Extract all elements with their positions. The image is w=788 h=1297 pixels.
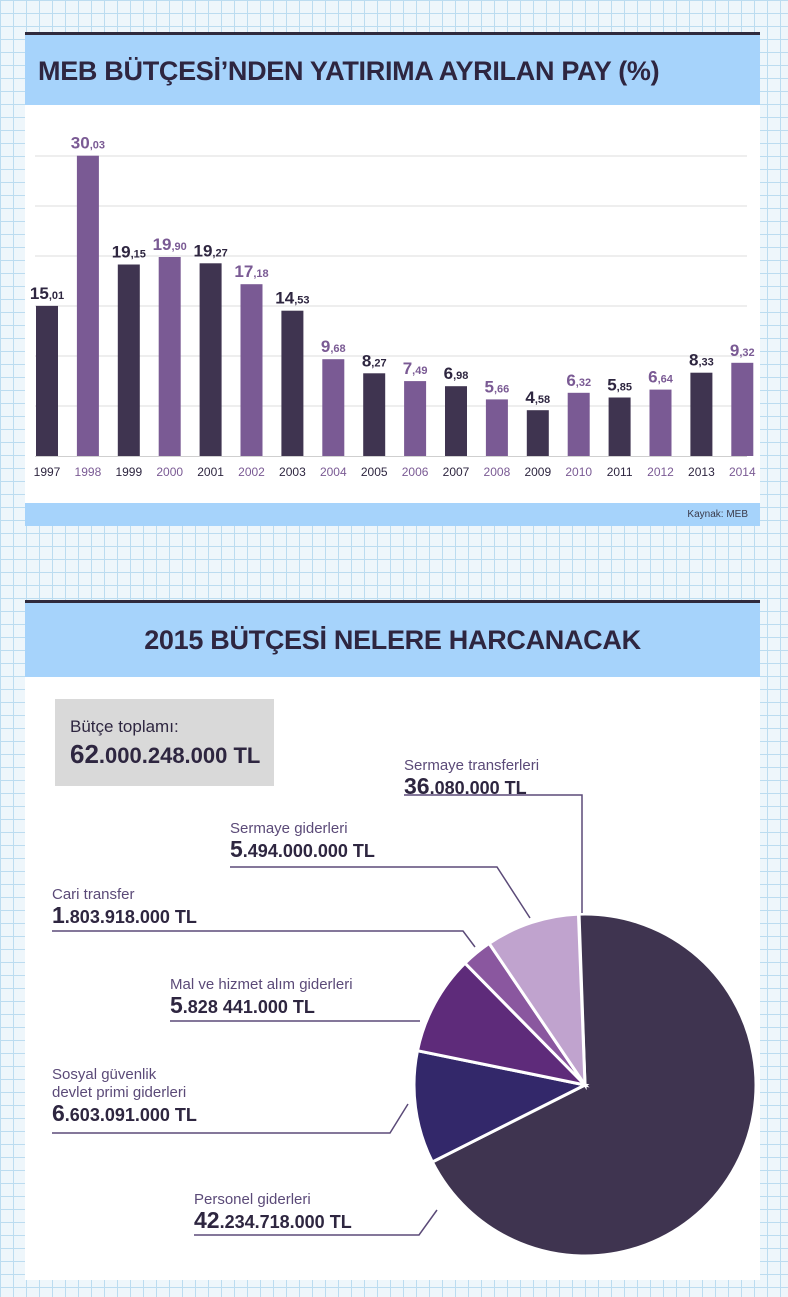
bar-2006 — [404, 381, 427, 456]
bar-1998 — [76, 155, 99, 456]
pie-leader-line — [52, 1103, 409, 1134]
year-tick-label: 2009 — [524, 465, 551, 479]
pie-chart — [52, 794, 758, 1258]
pie-label-value: 5.494.000.000 TL — [230, 836, 375, 862]
bar-value-label: 19,90 — [153, 235, 187, 254]
bar-value-label: 6,32 — [566, 371, 591, 390]
bar-2014 — [731, 362, 754, 456]
pie-label-2: Mal ve hizmet alım giderleri 5.828 441.00… — [170, 976, 353, 1018]
year-tick-label: 1998 — [75, 465, 102, 479]
year-tick-label: 2000 — [156, 465, 183, 479]
pie-label-value: 6.603.091.000 TL — [52, 1100, 197, 1126]
year-tick-label: 2010 — [565, 465, 592, 479]
pie-slice-4 — [487, 912, 587, 1091]
pie-label-name: Cari transfer — [52, 886, 135, 903]
bar-2005 — [363, 373, 386, 456]
pie-leader-line — [52, 930, 476, 948]
budget-total-box: Bütçe toplamı: 62.000.248.000 TL — [55, 699, 274, 786]
pie-label-5: Sermaye transferleri 36.080.000 TL — [404, 757, 539, 799]
pie-slice-0 — [430, 912, 758, 1258]
bar-2008 — [485, 399, 508, 456]
bar-2004 — [322, 359, 345, 456]
bar-chart-source: Kaynak: MEB — [25, 503, 760, 526]
year-tick-label: 2006 — [402, 465, 429, 479]
pie-label-value: 5.828 441.000 TL — [170, 992, 315, 1018]
pie-label-0: Personel giderleri 42.234.718.000 TL — [194, 1191, 352, 1233]
bar-value-label: 15,01 — [30, 284, 64, 303]
bar-2003 — [281, 310, 304, 456]
bar-value-label: 6,98 — [444, 364, 469, 383]
bar-value-label: 7,49 — [403, 359, 428, 378]
bar-value-label: 4,58 — [525, 388, 550, 407]
bar-value-label: 9,32 — [730, 341, 755, 360]
pie-label-value: 42.234.718.000 TL — [194, 1207, 352, 1233]
year-tick-label: 2002 — [238, 465, 265, 479]
year-tick-label: 2007 — [443, 465, 470, 479]
bar-2002 — [240, 284, 263, 456]
pie-label-value: 1.803.918.000 TL — [52, 902, 197, 928]
pie-label-name: Personel giderleri — [194, 1191, 311, 1208]
bar-2000 — [158, 257, 181, 456]
bar-value-label: 6,64 — [648, 368, 674, 387]
bar-2011 — [608, 397, 631, 456]
pie-leader-line — [194, 1209, 438, 1236]
investment-share-panel: MEB BÜTÇESİ’NDEN YATIRIMA AYRILAN PAY (%… — [25, 32, 760, 526]
pie-label-3: Cari transfer 1.803.918.000 TL — [52, 886, 197, 928]
bar-value-label: 19,15 — [112, 243, 146, 262]
bar-chart-title: MEB BÜTÇESİ’NDEN YATIRIMA AYRILAN PAY (%… — [25, 32, 760, 105]
year-tick-label: 2013 — [688, 465, 715, 479]
bar-2009 — [526, 410, 549, 456]
year-tick-label: 2011 — [607, 465, 633, 479]
budget-total-label: Bütçe toplamı: — [70, 717, 179, 736]
year-tick-label: 2012 — [647, 465, 674, 479]
bar-value-label: 8,33 — [689, 351, 714, 370]
budget-2015-panel: 2015 BÜTÇESİ NELERE HARCANACAK Bütçe top… — [25, 600, 760, 1280]
year-tick-label: 2001 — [197, 465, 224, 479]
pie-label-name: Sermaye giderleri — [230, 820, 348, 837]
bar-chart: 15,01 1997 30,03 1998 19,15 1999 19,90 2000 19,2… — [30, 134, 756, 479]
bar-value-label: 5,66 — [485, 377, 510, 396]
year-tick-label: 1999 — [115, 465, 142, 479]
pie-label-1: Sosyal güvenlik devlet primi giderleri 6.6… — [52, 1066, 197, 1126]
bar-2012 — [649, 389, 672, 456]
pie-label-value: 36.080.000 TL — [404, 773, 527, 799]
bar-value-label: 17,18 — [234, 262, 268, 281]
pie-slice-2 — [415, 961, 590, 1088]
bar-2007 — [445, 386, 467, 456]
pie-chart-title: 2015 BÜTÇESİ NELERE HARCANACAK — [25, 600, 760, 677]
year-tick-label: 2003 — [279, 465, 306, 479]
pie-leader-line — [404, 794, 583, 913]
year-tick-label: 1997 — [34, 465, 61, 479]
pie-label-name: Mal ve hizmet alım giderleri — [170, 976, 353, 993]
pie-label-name: Sosyal güvenlik devlet primi giderleri — [52, 1066, 187, 1101]
bar-value-label: 9,68 — [321, 337, 346, 356]
year-tick-label: 2005 — [361, 465, 388, 479]
pie-label-name: Sermaye transferleri — [404, 757, 540, 774]
bar-2001 — [199, 263, 222, 456]
budget-total-value: 62.000.248.000 TL — [70, 739, 261, 769]
bar-value-label: 14,53 — [275, 289, 309, 308]
pie-slice-1 — [412, 1048, 590, 1165]
bar-1999 — [117, 264, 140, 456]
year-tick-label: 2008 — [484, 465, 511, 479]
bar-value-label: 30,03 — [71, 134, 105, 153]
bar-1997 — [36, 305, 58, 456]
bar-2010 — [567, 392, 590, 456]
year-tick-label: 2004 — [320, 465, 347, 479]
bar-value-label: 19,27 — [193, 241, 227, 260]
bar-value-label: 5,85 — [607, 376, 632, 395]
bar-2013 — [690, 372, 713, 456]
pie-label-4: Sermaye giderleri 5.494.000.000 TL — [230, 820, 375, 862]
pie-leader-line — [230, 866, 531, 919]
bar-value-label: 8,27 — [362, 351, 387, 370]
year-tick-label: 2014 — [729, 465, 756, 479]
